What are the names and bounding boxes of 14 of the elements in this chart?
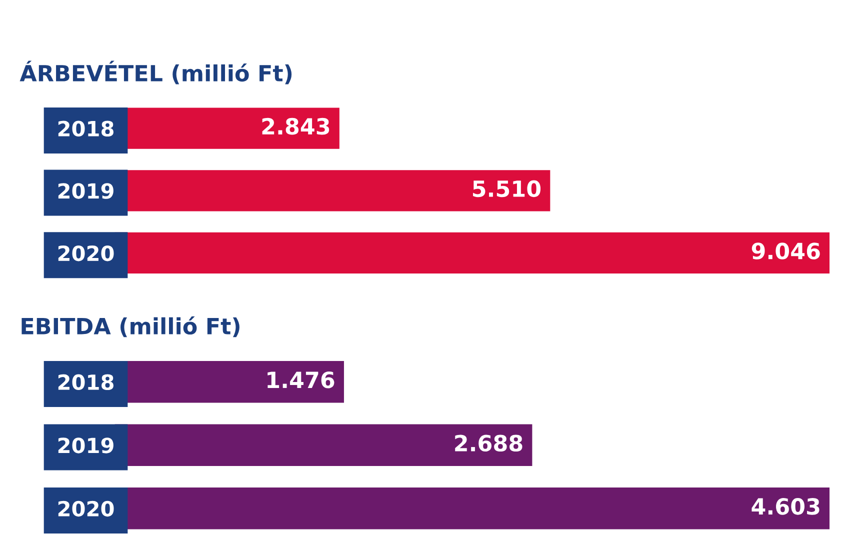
- chart-title: ÁRBEVÉTEL (millió Ft): [20, 60, 292, 84]
- chart-title: EBITDA (millió Ft): [22, 316, 240, 338]
- data-label: 4.603: [752, 498, 820, 515]
- y-tick-label: 2018: [58, 374, 114, 390]
- y-tick-label: 2020: [58, 500, 114, 517]
- data-label: 9.046: [752, 242, 820, 260]
- data-label: 1.476: [268, 372, 334, 388]
- data-label: 5.510: [473, 180, 541, 198]
- data-label: 2.688: [455, 434, 522, 452]
- data-label: 2.843: [262, 118, 330, 135]
- y-tick-label: 2019: [58, 183, 114, 199]
- y-tick-label: 2018: [58, 120, 114, 137]
- y-tick-label: 2019: [58, 438, 114, 454]
- y-tick-label: 2020: [58, 245, 114, 262]
